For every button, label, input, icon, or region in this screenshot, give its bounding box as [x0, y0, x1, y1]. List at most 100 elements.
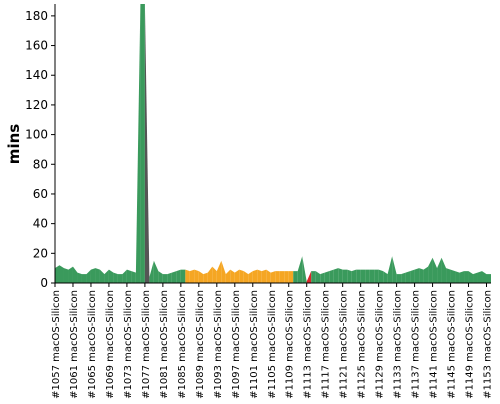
area-segment-build-1073	[126, 269, 132, 283]
area-segment-build-1079	[153, 260, 159, 283]
area-segment-build-1092	[212, 266, 217, 283]
area-segment-build-1096	[230, 269, 235, 283]
area-segment-build-1102	[257, 269, 262, 283]
area-segment-build-1103	[261, 269, 267, 283]
area-segment-build-1101	[252, 269, 258, 283]
area-segment-build-1121	[342, 269, 348, 283]
area-segment-build-1059	[63, 268, 69, 283]
x-tick-label: #1081 macOS-Silicon	[159, 290, 170, 399]
area-segment-build-1085	[180, 269, 186, 283]
area-segment-build-1104	[266, 269, 271, 283]
area-segment-build-1061	[72, 266, 78, 283]
area-segment-build-1072	[122, 269, 127, 283]
x-tick-label: #1105 macOS-Silicon	[267, 290, 278, 399]
y-tick-label: 160	[25, 39, 48, 53]
area-segment-build-1060	[68, 266, 73, 283]
y-tick-label: 80	[33, 157, 48, 171]
area-segment-build-1106	[275, 271, 280, 283]
y-tick-label: 120	[25, 98, 48, 112]
area-segment-build-1069	[108, 269, 114, 283]
area-segment-build-1076	[140, 4, 145, 283]
y-tick-label: 20	[33, 246, 48, 260]
x-tick-label: #1073 macOS-Silicon	[123, 290, 134, 399]
area-segment-build-1094	[221, 260, 226, 283]
x-tick-label: #1129 macOS-Silicon	[375, 290, 386, 399]
area-segment-build-1070	[113, 272, 118, 283]
area-segment-build-1127	[369, 269, 375, 283]
area-segment-build-1091	[207, 266, 213, 283]
area-segment-build-1107	[279, 271, 285, 283]
area-segment-build-1133	[396, 274, 402, 283]
area-segment-build-1114	[311, 271, 316, 283]
x-tick-label: #1097 macOS-Silicon	[231, 290, 242, 399]
area-segment-build-1123	[351, 269, 357, 283]
area-segment-build-1058	[59, 265, 64, 283]
area-segment-build-1075	[135, 4, 141, 283]
area-segment-build-1087	[189, 269, 195, 283]
x-tick-label: #1153 macOS-Silicon	[483, 290, 494, 399]
area-segment-build-1136	[410, 269, 415, 283]
area-segment-build-1152	[482, 271, 487, 283]
area-segment-build-1095	[225, 269, 231, 283]
area-segment-build-1132	[392, 256, 397, 283]
x-tick-label: #1101 macOS-Silicon	[249, 290, 260, 399]
area-segment-build-1141	[432, 257, 438, 283]
area-segment-build-1080	[158, 271, 163, 283]
y-tick-label: 40	[33, 217, 48, 231]
area-segment-build-1090	[203, 272, 208, 283]
area-segment-build-1097	[234, 269, 240, 283]
area-segment-build-1082	[167, 272, 172, 283]
x-tick-label: #1117 macOS-Silicon	[321, 290, 332, 399]
area-segment-build-1151	[477, 271, 483, 283]
area-segment-build-1065	[90, 268, 96, 283]
area-segment-build-1074	[131, 271, 136, 283]
area-segment-build-1077	[144, 4, 150, 283]
area-segment-build-1122	[347, 269, 352, 283]
x-tick-label: #1141 macOS-Silicon	[429, 290, 440, 399]
area-segment-build-1088	[194, 269, 199, 283]
area-segment-build-1119	[333, 268, 339, 283]
x-tick-label: #1069 macOS-Silicon	[105, 290, 116, 399]
x-tick-label: #1137 macOS-Silicon	[411, 290, 422, 399]
area-segment-build-1099	[243, 271, 249, 283]
x-tick-label: #1061 macOS-Silicon	[69, 290, 80, 399]
y-tick-label: 100	[25, 128, 48, 142]
area-segment-build-1153	[486, 274, 491, 283]
area-segment-build-1148	[464, 271, 469, 283]
area-segment-build-1142	[437, 257, 442, 283]
area-segment-build-1116	[320, 272, 325, 283]
area-segment-build-1113	[306, 271, 312, 283]
area-segment-build-1139	[423, 266, 429, 283]
area-segment-build-1131	[387, 256, 393, 283]
area-segment-build-1130	[383, 271, 388, 283]
x-tick-label: #1113 macOS-Silicon	[303, 290, 314, 399]
x-tick-label: #1089 macOS-Silicon	[195, 290, 206, 399]
area-segment-build-1089	[198, 271, 204, 283]
area-segment-build-1137	[414, 268, 420, 283]
x-tick-label: #1125 macOS-Silicon	[357, 290, 368, 399]
y-tick-label: 180	[25, 9, 48, 23]
area-segment-build-1064	[86, 269, 91, 283]
x-tick-label: #1145 macOS-Silicon	[447, 290, 458, 399]
area-segment-build-1120	[338, 268, 343, 283]
area-segment-build-1062	[77, 272, 82, 283]
x-tick-label: #1121 macOS-Silicon	[339, 290, 350, 399]
area-segment-build-1143	[441, 257, 447, 283]
y-ticks: 0 20 40 60 80 100 120 140 160 180	[25, 9, 55, 290]
y-tick-label: 60	[33, 187, 48, 201]
area-segment-build-1100	[248, 271, 253, 283]
x-tick-label: #1109 macOS-Silicon	[285, 290, 296, 399]
area-segment-build-1118	[329, 269, 334, 283]
area-segment-build-1112	[302, 256, 307, 283]
y-axis-label: mins	[5, 124, 23, 164]
area-segment-build-1067	[99, 269, 105, 283]
area-segment-build-1115	[315, 271, 321, 283]
y-tick-label: 140	[25, 68, 48, 82]
area-segment-build-1150	[473, 272, 478, 283]
x-tick-label: #1149 macOS-Silicon	[465, 290, 476, 399]
x-tick-label: #1057 macOS-Silicon	[51, 290, 62, 399]
area-segment-build-1140	[428, 257, 433, 283]
area-segment-build-1134	[401, 272, 406, 283]
area-segment-build-1093	[216, 260, 222, 283]
